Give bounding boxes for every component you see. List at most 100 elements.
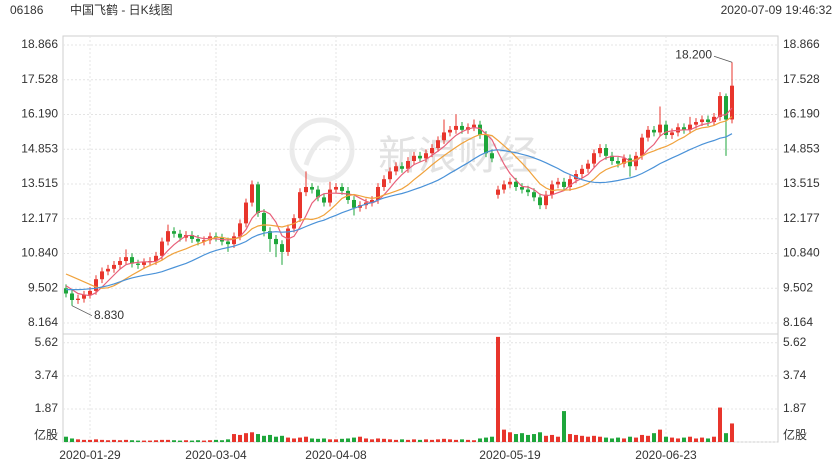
candle-body: [298, 192, 302, 219]
candle-body: [430, 148, 434, 154]
candle-body: [76, 298, 80, 300]
candle-body: [406, 161, 410, 169]
candle-body: [706, 119, 710, 123]
candle-body: [106, 268, 110, 272]
candle-body: [244, 202, 248, 224]
candle-body: [178, 233, 182, 238]
candle-body: [520, 186, 524, 190]
candle-body: [496, 189, 500, 195]
y-tick-label-right: 9.502: [783, 280, 813, 294]
volume-bar: [484, 437, 488, 442]
stock-title: 中国飞鹤 - 日K线图: [70, 2, 173, 17]
candle-body: [460, 125, 464, 130]
volume-bar: [448, 439, 452, 442]
x-tick-label: 2020-06-23: [635, 448, 697, 462]
volume-bar: [376, 438, 380, 442]
volume-bar: [340, 438, 344, 442]
candle-body: [232, 236, 236, 245]
candle-body: [154, 255, 158, 262]
candle-body: [70, 293, 74, 300]
volume-bar: [100, 439, 104, 442]
volume-bar: [208, 440, 212, 442]
volume-bar: [328, 439, 332, 442]
volume-bar: [190, 440, 194, 442]
y-tick-label-right: 16.190: [783, 107, 820, 121]
y-tick-label-left: 10.840: [21, 246, 58, 260]
candle-body: [550, 184, 554, 195]
candle-body: [670, 132, 674, 136]
volume-bar: [682, 437, 686, 442]
y-tick-label-right: 亿股: [783, 427, 807, 442]
volume-bar: [226, 439, 230, 442]
candle-body: [286, 228, 290, 252]
volume-bar: [136, 440, 140, 442]
volume-bar: [142, 440, 146, 442]
volume-bar: [94, 439, 98, 442]
candle-body: [226, 241, 230, 245]
volume-bar: [628, 436, 632, 442]
volume-bar: [160, 439, 164, 442]
candle-body: [160, 241, 164, 256]
candle-body: [724, 96, 728, 120]
volume-bar: [268, 434, 272, 442]
candle-body: [262, 212, 266, 232]
candle-body: [334, 186, 338, 190]
volume-bar: [706, 438, 710, 442]
candle-body: [202, 240, 206, 242]
volume-bar: [454, 439, 458, 442]
watermark: 新浪财经: [378, 133, 538, 179]
candle-body: [328, 189, 332, 203]
volume-bar: [202, 440, 206, 442]
candle-body: [712, 116, 716, 123]
candle-body: [604, 148, 608, 156]
y-tick-label-left: 12.177: [21, 211, 58, 225]
x-tick-label: 2020-04-08: [305, 448, 367, 462]
volume-bar: [154, 440, 158, 442]
candle-body: [622, 158, 626, 164]
volume-bar: [592, 435, 596, 442]
min-annotation: 8.830: [94, 308, 124, 322]
y-tick-label-left: 5.62: [35, 335, 59, 349]
volume-bar: [412, 439, 416, 442]
volume-bar: [688, 436, 692, 442]
volume-bar: [394, 439, 398, 442]
volume-bar: [556, 436, 560, 442]
candle-body: [424, 153, 428, 159]
volume-bar: [196, 440, 200, 442]
volume-bar: [472, 440, 476, 442]
volume-bar: [178, 440, 182, 442]
candle-body: [64, 288, 68, 294]
volume-bar: [274, 436, 278, 442]
candle-body: [454, 125, 458, 130]
candle-body: [166, 231, 170, 242]
volume-bar: [520, 433, 524, 442]
candle-body: [310, 186, 314, 190]
candle-body: [400, 166, 404, 169]
watermark-logo: [289, 117, 355, 183]
volume-bar: [724, 433, 728, 442]
candle-body: [532, 192, 536, 198]
candle-body: [544, 194, 548, 206]
candle-body: [556, 181, 560, 185]
candle-body: [646, 129, 650, 138]
volume-bar: [562, 411, 566, 442]
candle-body: [382, 179, 386, 187]
volume-bar: [70, 438, 74, 442]
y-tick-label-left: 1.87: [35, 401, 59, 415]
candle-body: [652, 129, 656, 133]
stock-code: 06186: [10, 3, 44, 17]
y-tick-label-left: 3.74: [35, 368, 59, 382]
volume-bar: [256, 434, 260, 442]
y-tick-label-left: 17.528: [21, 72, 58, 86]
y-tick-label-right: 3.74: [783, 368, 807, 382]
volume-bar: [184, 440, 188, 442]
candle-body: [436, 140, 440, 149]
volume-bar: [580, 435, 584, 442]
volume-bar: [334, 439, 338, 442]
candle-body: [718, 96, 722, 117]
y-tick-label-left: 亿股: [34, 427, 58, 442]
volume-bar: [286, 437, 290, 442]
